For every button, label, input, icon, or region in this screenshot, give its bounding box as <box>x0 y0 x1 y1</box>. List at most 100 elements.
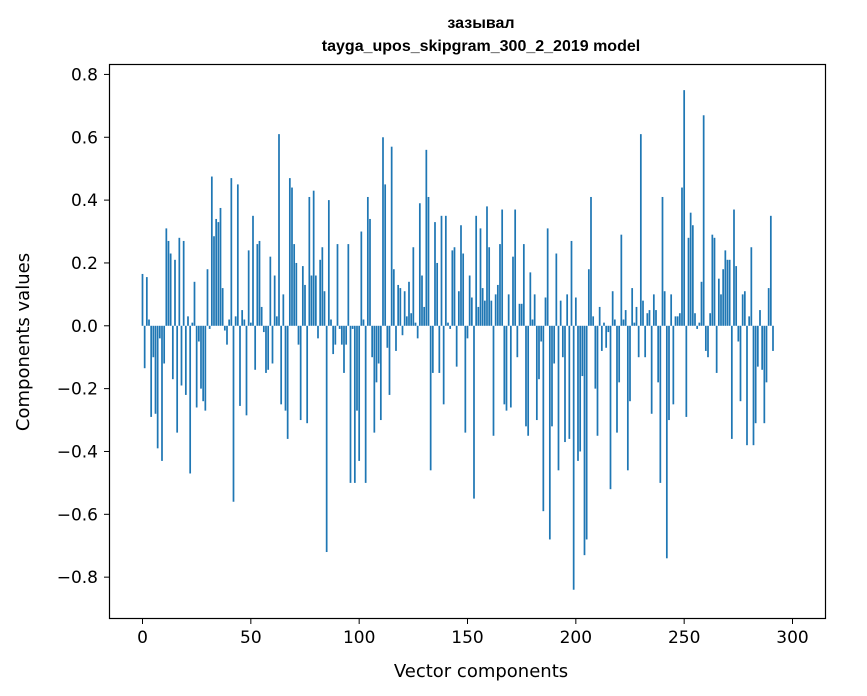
bar <box>288 178 291 326</box>
bar <box>366 196 369 326</box>
bar <box>395 325 397 351</box>
bar <box>297 325 300 345</box>
bar <box>581 325 584 377</box>
bar <box>655 310 657 326</box>
bar <box>245 325 248 416</box>
bar <box>347 244 350 326</box>
bar <box>657 325 660 383</box>
bar <box>176 325 179 433</box>
x-tick-label: 250 <box>668 628 700 648</box>
bar <box>707 325 709 358</box>
bar <box>733 209 735 326</box>
bar <box>730 325 733 439</box>
bar <box>360 231 363 326</box>
bar <box>609 325 612 490</box>
bar <box>414 322 417 326</box>
bar <box>323 291 326 326</box>
bar <box>336 244 339 326</box>
bar <box>375 325 378 383</box>
bar <box>141 273 144 326</box>
bar <box>243 319 246 326</box>
bar <box>262 325 265 333</box>
bar <box>319 259 322 326</box>
bar <box>501 209 504 326</box>
bar <box>351 325 354 329</box>
y-tick-label: −0.6 <box>57 505 98 525</box>
bar <box>158 325 161 339</box>
bar <box>455 325 458 367</box>
bar <box>756 325 759 367</box>
bar <box>408 281 410 326</box>
bar <box>514 209 517 326</box>
bar <box>587 269 590 326</box>
bar <box>431 325 434 373</box>
bar <box>382 137 384 326</box>
bar <box>440 215 443 326</box>
bar <box>548 325 551 540</box>
bar <box>585 325 588 540</box>
bar <box>535 325 538 421</box>
bar <box>286 325 289 439</box>
bar <box>442 325 445 405</box>
bar <box>611 291 614 326</box>
bar <box>327 200 330 326</box>
bar <box>704 325 707 351</box>
bar <box>265 325 267 373</box>
bar <box>444 215 447 326</box>
bar <box>358 325 361 461</box>
bar <box>226 325 228 345</box>
plot-frame <box>108 63 827 620</box>
bar <box>702 115 705 326</box>
bar <box>685 325 688 417</box>
bar <box>223 325 226 331</box>
bar <box>720 294 722 326</box>
y-tick-label: −0.8 <box>57 568 98 588</box>
bar <box>403 291 406 326</box>
bar <box>338 325 341 329</box>
bar <box>189 325 192 474</box>
bar <box>293 244 296 326</box>
bar <box>551 325 553 427</box>
bar <box>252 215 254 326</box>
y-tick-label: −0.2 <box>57 380 98 400</box>
bar <box>174 259 176 326</box>
bar <box>496 284 499 326</box>
bar <box>423 306 426 326</box>
bar <box>735 266 738 326</box>
bar <box>759 310 761 326</box>
bar <box>542 325 545 512</box>
bar <box>600 325 603 351</box>
bar <box>349 325 352 483</box>
bar <box>447 322 449 326</box>
bar <box>236 184 239 326</box>
bar <box>724 250 727 326</box>
bar <box>607 325 610 333</box>
bar <box>314 275 317 326</box>
bar <box>427 196 430 326</box>
bar <box>399 288 402 326</box>
bar <box>470 297 473 326</box>
bar <box>167 240 170 326</box>
bar <box>568 325 571 439</box>
bar <box>687 237 690 326</box>
bar <box>330 319 332 326</box>
bar <box>516 325 519 358</box>
bar <box>494 294 497 326</box>
bar <box>772 325 774 351</box>
bar <box>197 325 200 342</box>
bar <box>546 228 549 326</box>
bar <box>280 325 283 405</box>
bar <box>531 319 534 326</box>
bar <box>213 236 215 326</box>
bar <box>613 319 616 326</box>
bar <box>750 247 753 326</box>
bar <box>163 325 166 364</box>
bar <box>453 247 456 326</box>
bar <box>306 325 309 424</box>
bar <box>416 325 419 339</box>
bar <box>429 325 432 471</box>
bar <box>525 325 527 427</box>
y-tick-label: 0.4 <box>71 191 98 211</box>
bar <box>152 325 155 358</box>
bar <box>436 262 439 326</box>
